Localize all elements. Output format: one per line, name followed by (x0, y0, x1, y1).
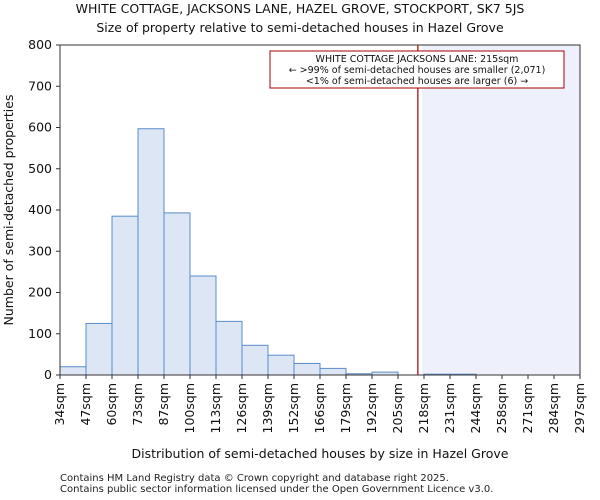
annotation-line: <1% of semi-detached houses are larger (… (306, 76, 528, 87)
histogram-bar (267, 354, 295, 376)
x-tick-label: 271sqm (520, 383, 535, 433)
histogram-bar (163, 212, 191, 376)
x-tick-label: 60sqm (104, 383, 119, 426)
x-tick-label: 139sqm (260, 383, 275, 433)
chart-subtitle: Size of property relative to semi-detach… (96, 20, 504, 35)
larger-region-shade (421, 45, 580, 375)
y-tick-label: 200 (28, 285, 52, 300)
y-tick-label: 0 (44, 367, 52, 382)
histogram-bar (319, 367, 347, 376)
x-tick-label: 47sqm (78, 383, 93, 426)
x-tick-label: 218sqm (416, 383, 431, 433)
annotation-line: ← >99% of semi-detached houses are small… (289, 65, 546, 76)
y-tick-label: 800 (28, 37, 52, 52)
x-tick-label: 100sqm (182, 383, 197, 433)
x-tick-label: 284sqm (546, 383, 561, 433)
y-tick-label: 300 (28, 243, 52, 258)
x-tick-label: 192sqm (364, 383, 379, 433)
x-tick-label: 113sqm (208, 383, 223, 433)
x-tick-label: 297sqm (572, 383, 587, 433)
histogram-bar (189, 275, 217, 376)
annotation-box (269, 50, 565, 89)
footer-copyright: Contains HM Land Registry data © Crown c… (60, 473, 449, 484)
x-axis-label: Distribution of semi-detached houses by … (132, 446, 509, 461)
y-axis-label: Number of semi-detached properties (1, 95, 16, 326)
x-tick-label: 244sqm (468, 383, 483, 433)
x-tick-label: 152sqm (286, 383, 301, 433)
histogram-bar (111, 215, 139, 376)
footer-licence: Contains public sector information licen… (60, 484, 494, 495)
x-tick-label: 126sqm (234, 383, 249, 433)
y-tick-label: 100 (28, 326, 52, 341)
x-tick-label: 87sqm (156, 383, 171, 426)
histogram-bar (59, 366, 87, 376)
histogram-bar (293, 362, 321, 376)
annotation-line: WHITE COTTAGE JACKSONS LANE: 215sqm (316, 54, 519, 65)
x-tick-label: 258sqm (494, 383, 509, 433)
histogram-bar (85, 322, 113, 376)
x-tick-label: 231sqm (442, 383, 457, 433)
x-tick-label: 166sqm (312, 383, 327, 433)
x-tick-label: 34sqm (52, 383, 67, 426)
y-tick-label: 400 (28, 202, 52, 217)
y-tick-label: 500 (28, 161, 52, 176)
histogram-bar (137, 128, 165, 376)
y-tick-label: 700 (28, 78, 52, 93)
histogram-bar (241, 344, 269, 376)
y-tick-label: 600 (28, 120, 52, 135)
x-tick-label: 205sqm (390, 383, 405, 433)
chart-title: WHITE COTTAGE, JACKSONS LANE, HAZEL GROV… (75, 1, 525, 16)
x-tick-label: 73sqm (130, 383, 145, 426)
histogram-chart: 0 100 200 300 400 500 600 700 800 34sqm 47sqm 60sqm… (1, 37, 587, 461)
x-tick-label: 179sqm (338, 383, 353, 433)
histogram-bar (215, 320, 243, 376)
